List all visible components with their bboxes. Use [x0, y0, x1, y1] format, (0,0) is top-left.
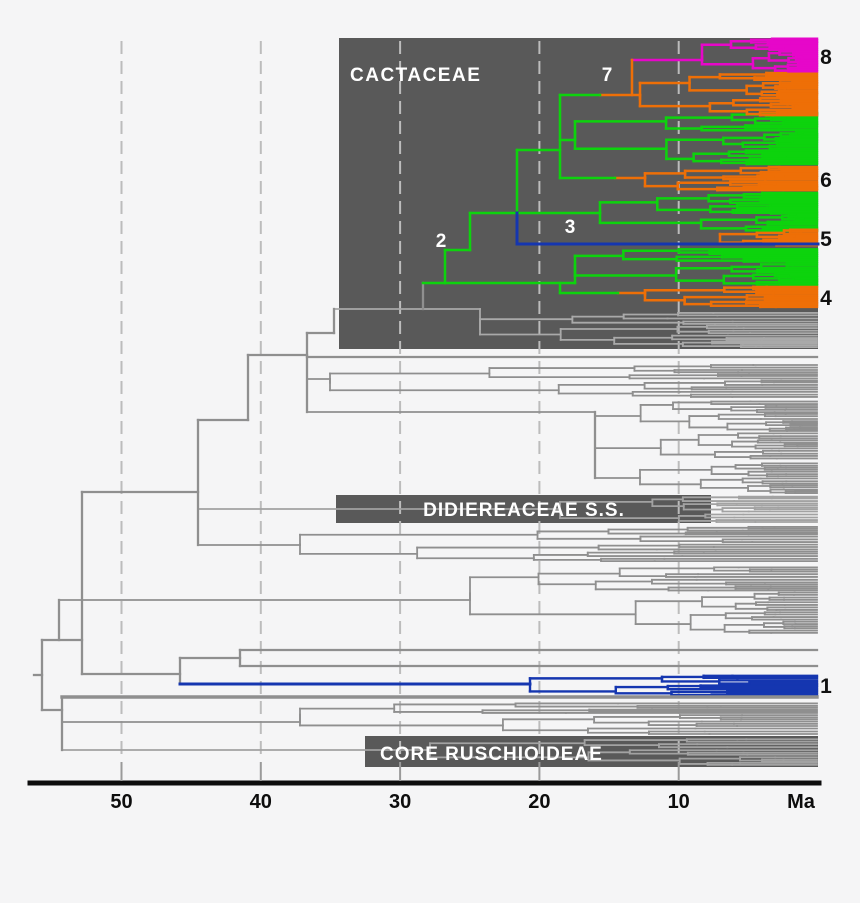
clade-8-fan: [630, 37, 819, 73]
clade-label-4: 4: [820, 287, 832, 310]
gray-fan-box-bottom: [333, 308, 818, 349]
didiereaceae-fan: [197, 495, 818, 523]
labels-layer: CACTACEAE DIDIEREACEAE S.S. CORE RUSCHIOID…: [350, 46, 832, 765]
gridlines-layer: [120, 41, 680, 758]
clade-label-6: 6: [820, 169, 832, 192]
axis-unit-label: Ma: [787, 791, 816, 813]
gray-fan-b: [306, 364, 818, 398]
backbone-green: [421, 93, 620, 295]
axis-tick-label-30: 30: [389, 791, 411, 813]
green-fan-upper: [558, 111, 819, 166]
clade-label-1: 1: [820, 675, 832, 698]
clade-label-3: 3: [565, 217, 576, 238]
gray-fan-f: [197, 525, 818, 562]
clade-4-fan: [616, 285, 819, 309]
gray-fan-g: [58, 566, 818, 634]
core-ruschioideae-fan: [61, 738, 818, 766]
clade-label-8: 8: [820, 46, 832, 69]
gray-fan-k: [61, 702, 818, 735]
gray-fan-d: [594, 462, 818, 494]
axis-tick-label-20: 20: [528, 791, 550, 813]
didiereaceae-box-label: DIDIEREACEAE S.S.: [423, 500, 625, 521]
tree-layer: [32, 37, 820, 766]
axis-tick-label-10: 10: [668, 791, 690, 813]
axis-tick-label-40: 40: [250, 791, 272, 813]
backbone-gray: [32, 281, 819, 752]
axis-tick-label-50: 50: [110, 791, 132, 813]
core-ruschioideae-box-label: CORE RUSCHIOIDEAE: [380, 744, 603, 765]
clade-label-2: 2: [436, 231, 447, 252]
green-fan-lower: [443, 248, 819, 287]
green-fan-mid: [468, 191, 819, 233]
clade-6-fan: [613, 165, 819, 192]
cactaceae-box-label: CACTACEAE: [350, 65, 481, 86]
clade-7-fan: [598, 71, 819, 117]
gray-fan-c: [306, 400, 818, 460]
clade-label-5: 5: [820, 228, 832, 251]
axis-layer: 50 40 30 20 10 Ma: [27, 762, 822, 813]
backbone-blue: [178, 211, 820, 686]
clade-label-7: 7: [602, 65, 613, 86]
